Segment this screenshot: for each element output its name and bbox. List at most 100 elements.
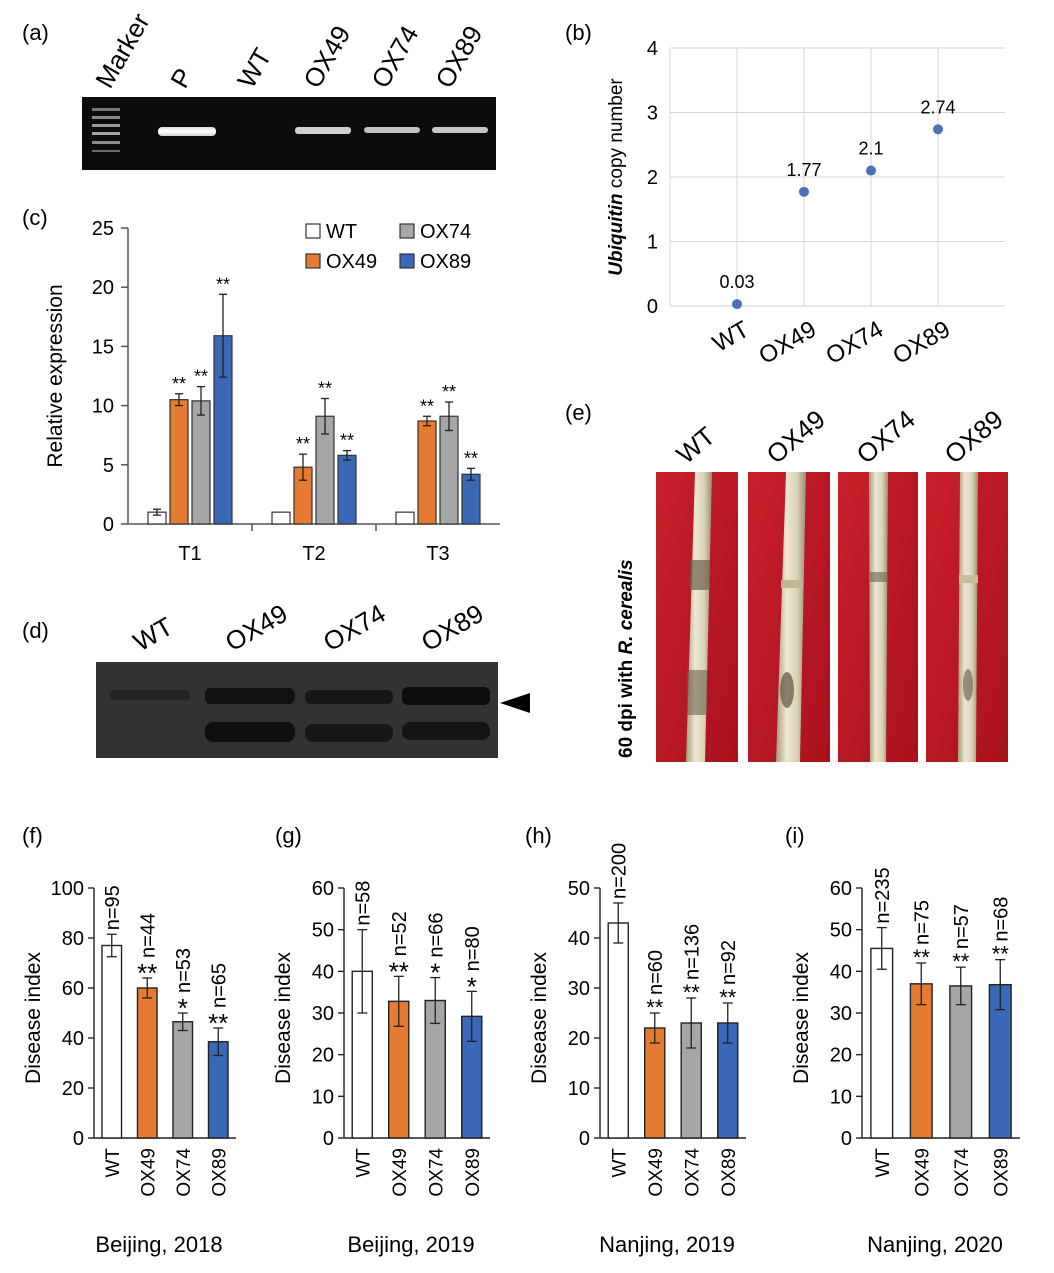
panel-label-b: (b) — [565, 20, 592, 45]
y-tick-label: 10 — [312, 1086, 334, 1108]
panel-label-i: (i) — [785, 823, 805, 848]
legend-swatch — [399, 253, 415, 269]
data-point — [866, 165, 876, 176]
n-label: n=68 — [990, 897, 1012, 942]
lane-label: OX49 — [297, 20, 356, 93]
bar — [207, 1041, 229, 1139]
x-tick-label: T2 — [302, 543, 325, 565]
bar — [417, 420, 437, 525]
lane-label: WT — [671, 421, 721, 470]
y-tick-label: 0 — [841, 1128, 852, 1150]
panel-label-a: (a) — [22, 20, 49, 45]
legend-label: WT — [326, 221, 357, 243]
lane-label: OX89 — [416, 598, 489, 657]
n-label: n=52 — [389, 911, 411, 956]
bar — [395, 511, 415, 525]
legend-swatch — [305, 223, 321, 239]
photo-e-side-label: 60 dpi with R. cerealis — [616, 559, 637, 758]
western-blot-image-d — [96, 662, 530, 758]
y-tick-label: 40 — [830, 961, 852, 983]
y-tick-label: 4 — [647, 38, 658, 60]
y-tick-label: 80 — [62, 928, 84, 950]
y-tick-label: 30 — [830, 1003, 852, 1025]
gel-a-lane-labels: Marker P WT OX49 OX74 OX89 — [89, 8, 488, 93]
x-tick-label: OX74 — [426, 1148, 447, 1197]
x-tick-label: T3 — [426, 543, 449, 565]
panel-label-c: (c) — [22, 205, 48, 230]
n-label: n=75 — [911, 900, 933, 945]
lane-label: OX74 — [318, 598, 391, 657]
legend-swatch — [305, 253, 321, 269]
significance-label: ** — [442, 382, 456, 402]
legend-label: OX49 — [326, 251, 377, 273]
y-tick-label: 20 — [830, 1045, 852, 1067]
n-label: n=57 — [951, 904, 973, 949]
chart-caption: Beijing, 2018 — [95, 1232, 222, 1257]
x-tick-label: OX74 — [174, 1148, 195, 1197]
significance-label: ** — [464, 448, 478, 468]
y-tick-label: 0 — [647, 296, 658, 318]
bar — [870, 947, 894, 1139]
n-label: n=58 — [352, 881, 374, 926]
panel-label-g: (g) — [275, 823, 302, 848]
y-tick-label: 50 — [568, 878, 590, 900]
y-axis-label: Disease index — [22, 952, 45, 1084]
bar — [909, 983, 933, 1139]
panel-label-d: (d) — [22, 618, 49, 643]
y-tick-label: 20 — [62, 1078, 84, 1100]
chart-b: 0 1 2 3 4 0.03 WT 1.77 OX49 2.1 OX74 2.74 OX89 Ubiqui… — [606, 38, 1005, 370]
chart-caption: Beijing, 2019 — [347, 1232, 474, 1257]
significance-label: ** — [389, 956, 409, 986]
significance-label: ** — [208, 1008, 228, 1038]
x-tick-label: OX74 — [682, 1148, 703, 1197]
bar — [949, 985, 973, 1139]
lane-label: WT — [231, 43, 277, 93]
x-tick-label: WT — [708, 316, 754, 358]
x-tick-label: OX89 — [209, 1148, 230, 1197]
y-tick-label: 60 — [830, 878, 852, 900]
x-tick-label: OX89 — [888, 316, 955, 370]
n-label: n=80 — [462, 926, 484, 971]
n-label: n=95 — [102, 885, 124, 930]
n-label: n=44 — [137, 913, 159, 958]
y-tick-label: 15 — [92, 336, 114, 358]
x-tick-label: OX89 — [463, 1148, 484, 1197]
y-tick-label: 100 — [51, 878, 84, 900]
y-tick-label: 25 — [92, 218, 114, 240]
y-tick-label: 40 — [312, 961, 334, 983]
significance-label: ** — [992, 942, 1010, 967]
lane-label: WT — [128, 611, 178, 657]
significance-label: ** — [216, 274, 230, 294]
y-tick-label: 10 — [830, 1086, 852, 1108]
chart-caption: Nanjing, 2020 — [867, 1232, 1003, 1257]
x-tick-label: WT — [353, 1148, 374, 1178]
data-label: 2.1 — [858, 139, 883, 159]
x-tick-label: OX49 — [646, 1148, 667, 1197]
chart-c: 0 5 10 15 20 25 Relative expression T1 ** ** ** T2 *… — [44, 218, 500, 565]
y-tick-label: 20 — [92, 277, 114, 299]
x-tick-label: OX49 — [138, 1148, 159, 1197]
lane-label: Marker — [89, 8, 156, 93]
panel-label-e: (e) — [565, 400, 592, 425]
x-tick-label: OX49 — [390, 1148, 411, 1197]
bar — [607, 922, 629, 1139]
y-tick-label: 40 — [62, 1028, 84, 1050]
bar — [439, 415, 459, 525]
bar — [337, 454, 357, 525]
significance-label: * — [178, 993, 188, 1023]
significance-label: ** — [318, 378, 332, 398]
legend-label: OX74 — [420, 221, 471, 243]
x-tick-label: OX89 — [719, 1148, 740, 1197]
x-tick-label: T1 — [178, 543, 201, 565]
n-label: n=65 — [208, 963, 230, 1008]
significance-label: ** — [194, 367, 208, 387]
data-point — [933, 124, 943, 135]
y-tick-label: 2 — [647, 167, 658, 189]
gel-image-a — [82, 97, 496, 170]
y-tick-label: 20 — [312, 1045, 334, 1067]
y-tick-label: 5 — [103, 455, 114, 477]
significance-label: ** — [340, 431, 354, 451]
x-tick-label: OX74 — [952, 1148, 973, 1197]
